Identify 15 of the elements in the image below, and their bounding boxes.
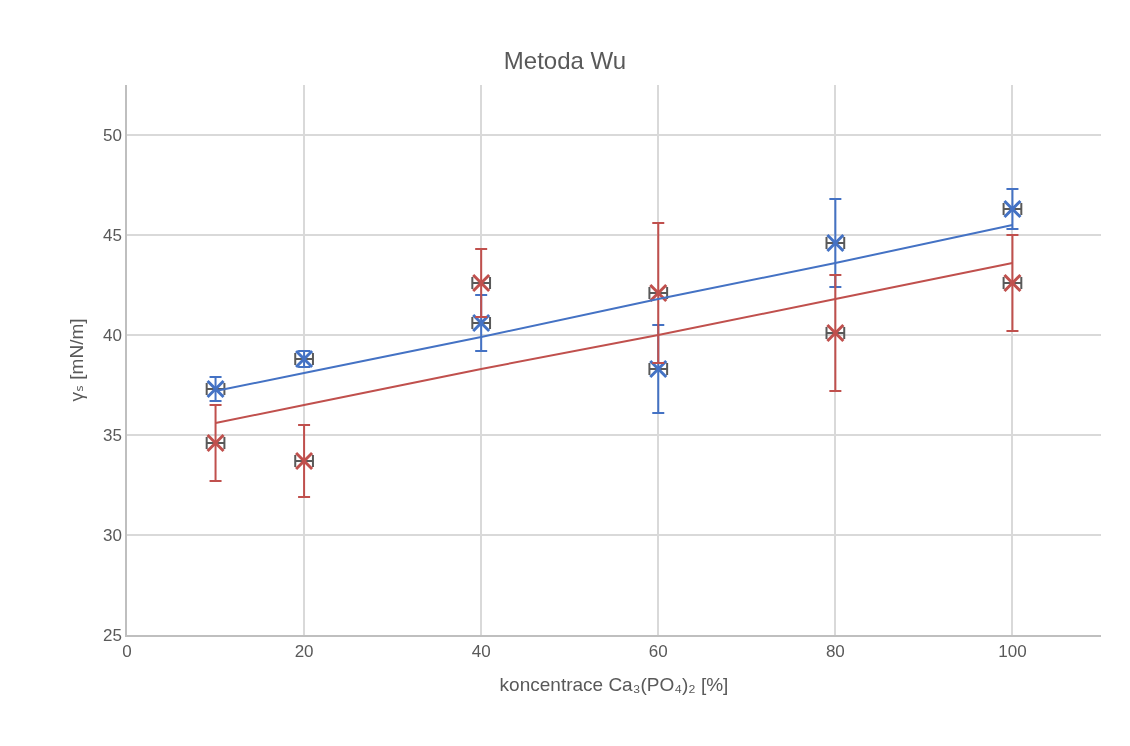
y-tick-label: 45 xyxy=(102,225,122,245)
x-tick-label: 80 xyxy=(825,642,845,662)
y-axis-title: γₛ [mN/m] xyxy=(66,318,88,402)
chart-title: Metoda Wu xyxy=(503,47,627,75)
y-tick-label: 30 xyxy=(102,525,122,545)
x-tick-label: 100 xyxy=(998,642,1027,662)
x-tick-label: 20 xyxy=(294,642,314,662)
y-tick-label: 35 xyxy=(102,425,122,445)
x-tick-label: 40 xyxy=(471,642,491,662)
y-tick-label: 50 xyxy=(102,125,122,145)
y-tick-label: 25 xyxy=(102,625,122,645)
x-tick-label: 60 xyxy=(648,642,668,662)
y-tick-label: 40 xyxy=(102,325,122,345)
x-axis-title: koncentrace Ca₃(PO₄)₂ [%] xyxy=(499,674,729,696)
x-tick-label: 0 xyxy=(122,642,132,662)
